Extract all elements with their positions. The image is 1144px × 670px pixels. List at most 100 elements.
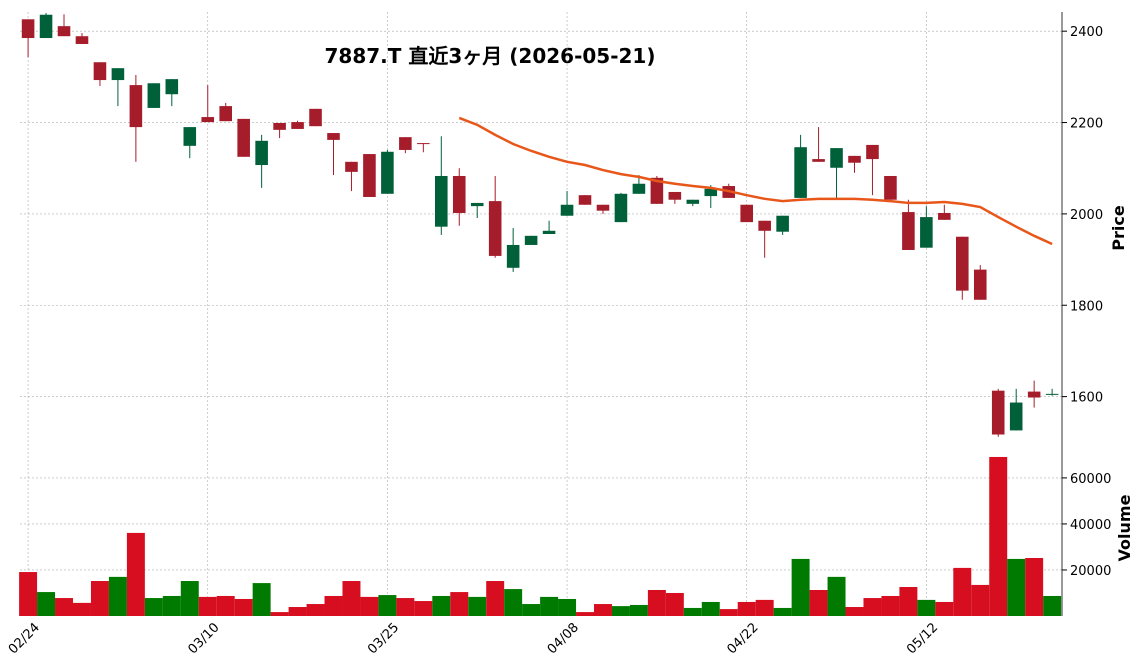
volume-bar (126, 532, 145, 616)
candle-body (165, 79, 179, 95)
candle-body (435, 175, 448, 227)
x-tick-label: 03/10 (185, 620, 222, 657)
candle-body (309, 108, 322, 127)
y-tick-label: 1600 (1070, 391, 1103, 406)
volume-bar (576, 612, 594, 616)
moving-average-line (458, 116, 1053, 246)
candle-body (632, 183, 646, 194)
volume-bar (378, 595, 397, 616)
candle-body (740, 204, 753, 223)
volume-bar (522, 604, 541, 616)
candle-body (75, 36, 89, 44)
volume-bar (270, 612, 289, 616)
volume-bar (486, 581, 505, 616)
volume-bar (971, 584, 990, 616)
x-tick-label: 03/25 (365, 620, 402, 657)
candle-body (201, 117, 215, 123)
candle-body (147, 83, 161, 108)
volume-bar (288, 607, 307, 616)
y-tick-label: 2000 (1070, 208, 1103, 223)
volume-bar (180, 581, 199, 616)
candle-body (758, 220, 771, 231)
volume-bar (90, 581, 109, 616)
candle-body (686, 199, 700, 204)
volume-bar (719, 609, 738, 616)
candle-body (452, 175, 466, 213)
candle-body (237, 118, 250, 157)
candle-body (578, 195, 592, 205)
volume-bar (755, 599, 774, 616)
volume-bar (683, 607, 702, 616)
candle-body (488, 201, 502, 256)
volume-bar (611, 606, 630, 616)
candle-body (794, 147, 807, 198)
volume-bar (450, 592, 469, 616)
candle-body (542, 230, 556, 234)
candle-body (345, 161, 358, 172)
candle-body (57, 26, 71, 37)
volume-bar (252, 583, 271, 616)
candle-body (1009, 402, 1023, 431)
volume-bar (899, 587, 918, 616)
volume-bar (540, 596, 559, 616)
chart-title: 7887.T 直近3ヶ月 (2026-05-21) (325, 44, 656, 68)
candle-body (830, 148, 843, 168)
candle-body (399, 137, 412, 150)
candle-body (1045, 393, 1059, 395)
candle-body (848, 155, 861, 163)
volume-tick-label: 20000 (1070, 564, 1111, 579)
candle-body (39, 14, 53, 39)
y-tick-label: 2200 (1070, 117, 1103, 132)
volume-bar (665, 592, 684, 616)
candle-body (255, 140, 268, 166)
volume-bar (306, 604, 325, 616)
volume-bar (1043, 595, 1062, 616)
volume-bar (737, 601, 756, 616)
candle-body (417, 143, 430, 145)
volume-bar (504, 589, 523, 616)
candle-body (381, 151, 394, 194)
candle-body (866, 144, 879, 160)
volume-bar (198, 596, 217, 616)
candle-body (560, 204, 574, 216)
volume-bar (558, 598, 577, 616)
volume-bar (989, 456, 1008, 616)
volume-bar (629, 604, 648, 616)
candle-body (363, 154, 376, 197)
y-tick-label: 2400 (1070, 25, 1103, 40)
volume-axis-label: Volume (1115, 494, 1134, 561)
candle-body (920, 217, 933, 248)
volume-tick-label: 60000 (1070, 472, 1111, 487)
volume-bar (845, 607, 864, 616)
volume-bar (55, 598, 73, 616)
volume-bar (144, 598, 163, 616)
candle-body (650, 177, 664, 204)
y-tick-label: 1800 (1070, 299, 1103, 314)
candle-body (938, 212, 951, 220)
volume-bar (593, 604, 612, 616)
candle-body (470, 202, 484, 207)
volume-bar (1025, 558, 1044, 616)
x-tick-label: 04/08 (545, 620, 582, 657)
candle-body (327, 133, 340, 140)
volume-bar (72, 602, 91, 616)
volume-bar (324, 595, 343, 616)
y-axis-label: Price (1109, 205, 1128, 251)
volume-bar (701, 601, 720, 616)
volume-bar (773, 607, 792, 616)
candle-body (291, 122, 304, 129)
volume-bar (809, 589, 828, 616)
candle-body (21, 19, 35, 39)
candle-body (1027, 391, 1041, 398)
x-tick-label: 04/22 (724, 620, 761, 657)
candle-body (596, 204, 610, 211)
candle-body (129, 85, 143, 128)
volume-bar (791, 558, 810, 616)
candle-body (776, 215, 789, 232)
volume-bar (37, 592, 56, 616)
candle-body (219, 106, 232, 122)
candle-body (668, 191, 682, 200)
volume-bar (863, 598, 882, 616)
candle-body (704, 188, 718, 197)
